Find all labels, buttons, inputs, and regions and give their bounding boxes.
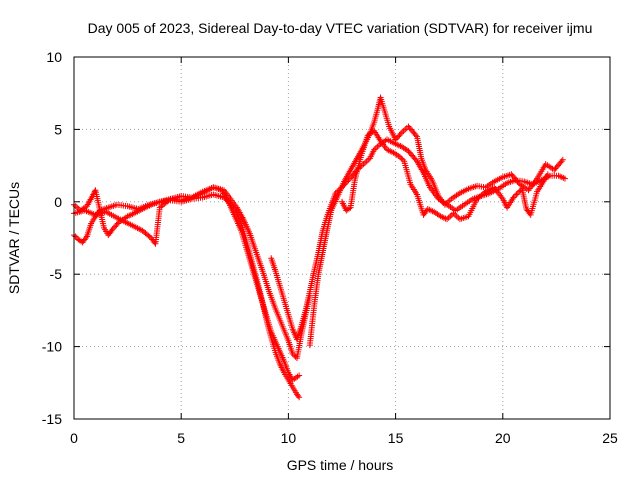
data-points [71, 94, 568, 401]
track-6-sample [514, 190, 521, 197]
track-2-point [296, 372, 303, 379]
track-6-sample [511, 193, 518, 200]
y-tick-label: 10 [46, 49, 62, 65]
track-2-sample [113, 221, 120, 228]
y-axis-label: SDTVAR / TECUs [6, 182, 22, 294]
x-tick-label: 15 [388, 430, 404, 446]
x-tick-label: 5 [177, 430, 185, 446]
grid-lines [74, 57, 610, 419]
x-tick-label: 25 [602, 430, 618, 446]
track-5-sample [397, 130, 404, 137]
track-2-sample [110, 224, 117, 231]
track-6-point [544, 171, 551, 178]
x-axis-label: GPS time / hours [287, 457, 394, 473]
track-6-sample [481, 189, 488, 196]
y-tick-label: -5 [50, 266, 63, 282]
y-tick-label: 5 [54, 121, 62, 137]
track-2-sample [114, 220, 121, 227]
y-tick-label: -10 [42, 339, 62, 355]
x-tick-label: 20 [495, 430, 511, 446]
track-5-point [392, 136, 399, 143]
track-5-sample [412, 132, 419, 139]
track-1-sample [295, 392, 302, 399]
track-4-point [561, 175, 568, 182]
track-6-sample [516, 188, 523, 195]
track-5-sample [515, 179, 522, 186]
x-tick-label: 0 [70, 430, 78, 446]
track-6-point [396, 153, 403, 160]
track-6-sample [346, 205, 353, 212]
x-tick-label: 10 [281, 430, 297, 446]
track-6-sample [399, 156, 406, 163]
track-3-point [289, 350, 296, 357]
track-4-sample [348, 174, 355, 181]
track-4-sample [412, 156, 419, 163]
track-1-sample [82, 235, 89, 241]
y-tick-label: 0 [54, 194, 62, 210]
track-5-point [559, 156, 566, 163]
track-1-point [296, 394, 303, 401]
track-1-sample [72, 233, 79, 240]
plot-frame [73, 56, 611, 420]
track-6-point [510, 194, 517, 201]
track-5-sample [396, 132, 403, 139]
track-6-sample [398, 155, 405, 162]
track-6-sample [513, 191, 520, 198]
axis-ticks: 0 5 10 15 20 25 -15 -10 -5 0 5 10 [42, 49, 618, 446]
track-3-sample [291, 352, 298, 359]
track-5-sample [558, 158, 565, 165]
track-3-sample [146, 233, 153, 240]
track-2-point [109, 226, 116, 233]
track-5-sample [395, 133, 402, 140]
y-tick-label: -15 [42, 411, 62, 427]
chart-title: Day 005 of 2023, Sidereal Day-to-day VTE… [88, 20, 593, 36]
track-2-sample [112, 223, 119, 230]
track-5-sample [393, 135, 400, 142]
